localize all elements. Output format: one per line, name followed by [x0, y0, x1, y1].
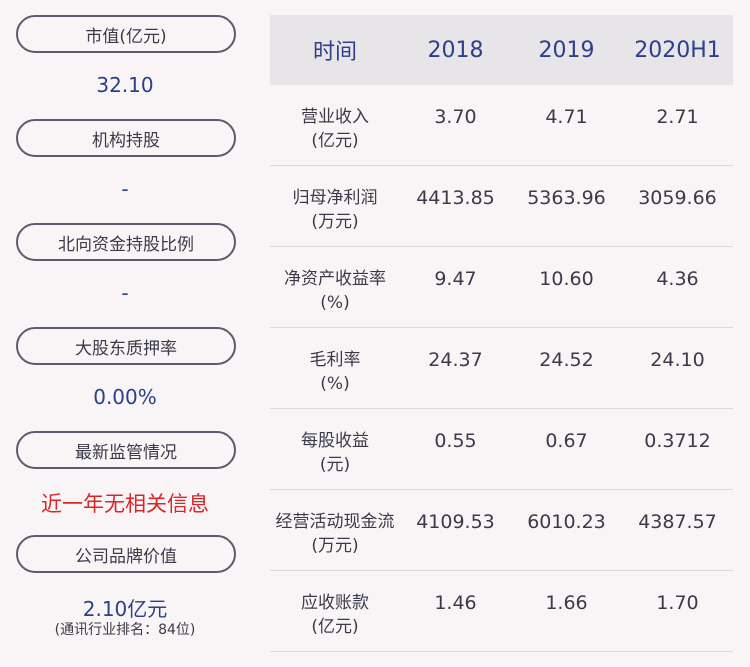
cell-value: 0.67 [545, 430, 588, 452]
cell-value: 6010.23 [527, 511, 606, 533]
header-2020h1: 2020H1 [634, 37, 721, 63]
cell-value: 24.37 [428, 349, 483, 371]
northbound-holding-label: 北向资金持股比例 [16, 223, 236, 261]
table-header: 时间 2018 2019 2020H1 [270, 15, 733, 85]
cell-value: 1.46 [434, 592, 477, 614]
cell-value: 4.71 [545, 106, 588, 128]
institution-holding-value: - [121, 177, 129, 201]
regulatory-status-label: 最新监管情况 [16, 431, 236, 469]
table-row: 净资产收益率 (%) 9.47 10.60 4.36 [270, 247, 733, 328]
row-label: 营业收入 (亿元) [301, 107, 369, 151]
brand-value-value: 2.10亿元 [82, 597, 168, 621]
row-label: 归母净利润 (万元) [292, 188, 378, 232]
brand-value-label: 公司品牌价值 [16, 535, 236, 573]
northbound-holding-value: - [121, 281, 129, 305]
cell-value: 5363.96 [527, 187, 606, 209]
regulatory-status-value: 近一年无相关信息 [41, 492, 209, 516]
table-row: 归母净利润 (万元) 4413.85 5363.96 3059.66 [270, 166, 733, 247]
brand-rank-note: (通讯行业排名：84位) [54, 622, 196, 638]
cell-value: 3059.66 [638, 187, 717, 209]
header-time: 时间 [312, 40, 357, 65]
cell-value: 1.66 [545, 592, 588, 614]
left-panel: 市值(亿元) 32.10 机构持股 - 北向资金持股比例 - 大股东质押率 0.… [0, 0, 250, 667]
row-label: 应收账款 (亿元) [301, 593, 369, 637]
cell-value: 0.55 [434, 430, 477, 452]
financial-table: 时间 2018 2019 2020H1 营业收入 (亿元) 3.70 4.71 2… [270, 15, 733, 652]
table-row: 经营活动现金流 (万元) 4109.53 6010.23 4387.57 [270, 490, 733, 571]
row-label: 经营活动现金流 (万元) [275, 512, 395, 556]
cell-value: 2.71 [656, 106, 699, 128]
market-cap-label: 市值(亿元) [16, 15, 236, 53]
table-row: 每股收益 (元) 0.55 0.67 0.3712 [270, 409, 733, 490]
row-label: 毛利率 (%) [309, 350, 361, 394]
table-row: 毛利率 (%) 24.37 24.52 24.10 [270, 328, 733, 409]
institution-holding-label: 机构持股 [16, 119, 236, 157]
cell-value: 9.47 [434, 268, 477, 290]
cell-value: 4109.53 [416, 511, 495, 533]
cell-value: 4.36 [656, 268, 699, 290]
header-2019: 2019 [538, 37, 595, 63]
pledge-rate-value: 0.00% [93, 385, 157, 409]
cell-value: 24.52 [539, 349, 594, 371]
market-cap-value: 32.10 [96, 73, 154, 97]
cell-value: 4413.85 [416, 187, 495, 209]
cell-value: 1.70 [656, 592, 699, 614]
cell-value: 10.60 [539, 268, 594, 290]
pledge-rate-label: 大股东质押率 [16, 327, 236, 365]
row-label: 每股收益 (元) [301, 431, 369, 475]
cell-value: 24.10 [650, 349, 705, 371]
table-row: 应收账款 (亿元) 1.46 1.66 1.70 [270, 571, 733, 652]
row-label: 净资产收益率 (%) [284, 269, 386, 313]
header-2018: 2018 [427, 37, 484, 63]
cell-value: 3.70 [434, 106, 477, 128]
cell-value: 4387.57 [638, 511, 717, 533]
cell-value: 0.3712 [644, 430, 711, 452]
table-row: 营业收入 (亿元) 3.70 4.71 2.71 [270, 85, 733, 166]
